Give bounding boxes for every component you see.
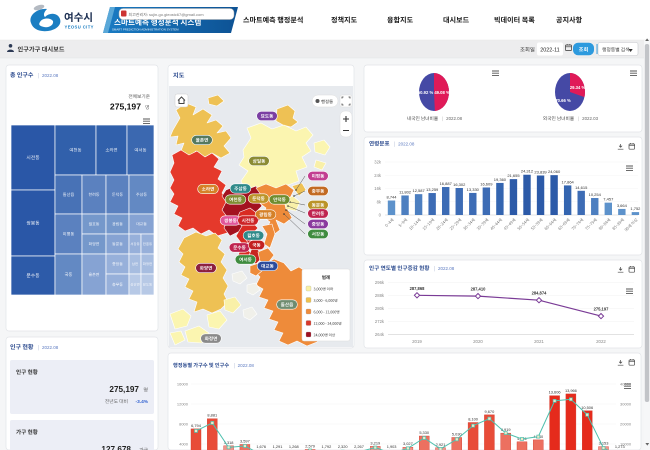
svg-text:2,267: 2,267 bbox=[354, 444, 364, 449]
svg-text:10,506: 10,506 bbox=[581, 405, 593, 410]
svg-text:8,744: 8,744 bbox=[386, 195, 397, 200]
svg-text:3,153: 3,153 bbox=[599, 441, 609, 446]
svg-text:13,330: 13,330 bbox=[467, 187, 480, 192]
svg-text:288k: 288k bbox=[375, 293, 385, 298]
svg-text:2020: 2020 bbox=[473, 339, 483, 344]
svg-text:20000: 20000 bbox=[620, 422, 632, 427]
svg-text:23,839: 23,839 bbox=[534, 170, 547, 175]
svg-text:264k: 264k bbox=[375, 332, 385, 337]
svg-text:8,100: 8,100 bbox=[468, 417, 479, 422]
svg-text:2022.08: 2022.08 bbox=[42, 345, 59, 350]
svg-text:13,259: 13,259 bbox=[426, 187, 439, 192]
svg-text:2022.08: 2022.08 bbox=[238, 363, 255, 368]
svg-text:17,864: 17,864 bbox=[562, 179, 575, 184]
svg-text:24,312: 24,312 bbox=[521, 169, 534, 174]
svg-text:7,457: 7,457 bbox=[603, 197, 614, 202]
svg-text:13,966: 13,966 bbox=[565, 388, 577, 393]
svg-text:29.34 %: 29.34 % bbox=[570, 85, 586, 90]
svg-text:16,609: 16,609 bbox=[480, 181, 493, 186]
svg-text:49.08 %: 49.08 % bbox=[434, 90, 450, 95]
svg-text:16k: 16k bbox=[374, 186, 382, 191]
svg-text:1,676: 1,676 bbox=[256, 444, 266, 449]
svg-text:1,273: 1,273 bbox=[615, 444, 625, 449]
svg-text:3,597: 3,597 bbox=[240, 438, 250, 443]
svg-text:21,655: 21,655 bbox=[507, 173, 520, 178]
svg-text:0: 0 bbox=[379, 213, 382, 218]
svg-text:3,219: 3,219 bbox=[370, 440, 380, 445]
svg-text:1,268: 1,268 bbox=[289, 444, 299, 449]
svg-text:296k: 296k bbox=[375, 280, 385, 285]
svg-text:3,664: 3,664 bbox=[617, 203, 628, 208]
svg-text:8,881: 8,881 bbox=[207, 413, 217, 418]
svg-text:16,887: 16,887 bbox=[440, 181, 453, 186]
svg-text:8000: 8000 bbox=[179, 422, 189, 427]
svg-text:12000: 12000 bbox=[177, 402, 189, 407]
svg-text:24k: 24k bbox=[374, 173, 382, 178]
svg-text:1,903: 1,903 bbox=[387, 444, 397, 449]
svg-text:30000: 30000 bbox=[620, 402, 632, 407]
svg-text:287,410: 287,410 bbox=[471, 287, 487, 292]
svg-text:9,670: 9,670 bbox=[485, 409, 496, 414]
svg-text:16000: 16000 bbox=[177, 382, 189, 387]
svg-text:5,030: 5,030 bbox=[452, 431, 463, 436]
svg-text:10,254: 10,254 bbox=[589, 192, 602, 197]
svg-text:5,919: 5,919 bbox=[501, 427, 511, 432]
svg-text:275,197: 275,197 bbox=[110, 102, 141, 112]
svg-text:2022.08: 2022.08 bbox=[398, 142, 415, 147]
svg-text:6,794: 6,794 bbox=[191, 423, 202, 428]
svg-text:1,752: 1,752 bbox=[630, 206, 641, 211]
svg-text:1,291: 1,291 bbox=[273, 444, 283, 449]
svg-text:SMART PREDICTION ADMINISTRATIO: SMART PREDICTION ADMINISTRATION SYSTEM bbox=[112, 28, 179, 32]
svg-text:280k: 280k bbox=[375, 306, 385, 311]
svg-text:50.92 %: 50.92 % bbox=[418, 90, 434, 95]
svg-text:2022: 2022 bbox=[596, 339, 606, 344]
svg-text:287,868: 287,868 bbox=[410, 286, 426, 291]
svg-text:3,027: 3,027 bbox=[403, 441, 413, 446]
svg-text:5,330: 5,330 bbox=[419, 430, 430, 435]
svg-text:14,615: 14,615 bbox=[575, 185, 588, 190]
svg-text:24,060: 24,060 bbox=[548, 169, 561, 174]
svg-text:19,360: 19,360 bbox=[494, 177, 507, 182]
svg-text:13,606: 13,606 bbox=[549, 390, 561, 395]
svg-text:12,587: 12,587 bbox=[412, 188, 425, 193]
svg-text:2021: 2021 bbox=[534, 339, 544, 344]
svg-text:284,874: 284,874 bbox=[532, 291, 548, 296]
svg-text:127,678: 127,678 bbox=[101, 445, 131, 450]
svg-text:1,792: 1,792 bbox=[322, 444, 332, 449]
svg-text:2,921: 2,921 bbox=[436, 442, 446, 447]
svg-text:275,197: 275,197 bbox=[109, 385, 139, 394]
svg-text:70.66 %: 70.66 % bbox=[555, 98, 571, 103]
svg-text:11,802: 11,802 bbox=[399, 189, 412, 194]
svg-text:2022.08: 2022.08 bbox=[42, 73, 59, 78]
svg-text:8k: 8k bbox=[377, 199, 382, 204]
svg-text:YEOSU CITY: YEOSU CITY bbox=[65, 25, 94, 30]
svg-text:2022.08: 2022.08 bbox=[438, 266, 455, 271]
svg-text:3,318: 3,318 bbox=[224, 440, 234, 445]
svg-text:16,302: 16,302 bbox=[453, 182, 466, 187]
svg-text:2,320: 2,320 bbox=[338, 444, 349, 449]
svg-text:-3.4%: -3.4% bbox=[135, 399, 148, 405]
svg-text:2022.08: 2022.08 bbox=[446, 116, 462, 121]
svg-text:32k: 32k bbox=[374, 160, 382, 165]
svg-text:40000: 40000 bbox=[620, 382, 632, 387]
svg-text:2019: 2019 bbox=[412, 339, 422, 344]
svg-text:sujin-go.gieostc67@gmail.com: sujin-go.gieostc67@gmail.com bbox=[149, 12, 204, 17]
svg-text:2022-11: 2022-11 bbox=[540, 48, 559, 54]
svg-text:275,197: 275,197 bbox=[594, 307, 610, 312]
svg-text:272k: 272k bbox=[375, 319, 385, 324]
svg-text:2022.03: 2022.03 bbox=[582, 116, 598, 121]
svg-text:2,579: 2,579 bbox=[305, 443, 315, 448]
svg-text:4000: 4000 bbox=[179, 442, 189, 447]
svg-text:10000: 10000 bbox=[620, 442, 632, 447]
